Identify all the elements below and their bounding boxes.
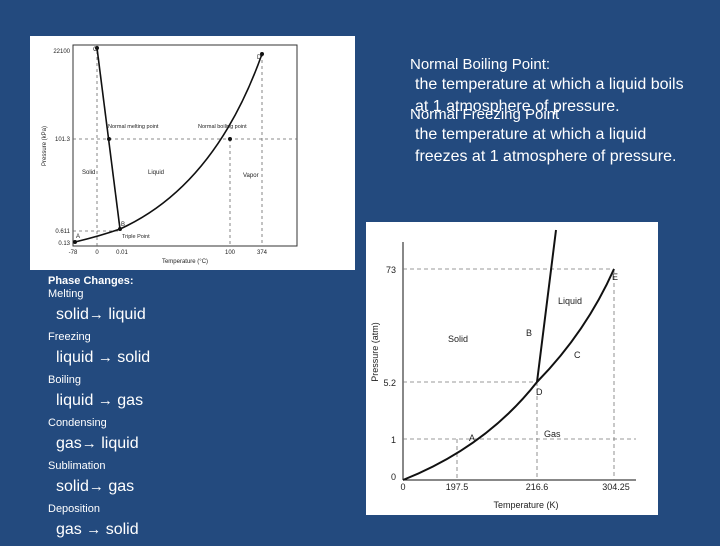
x-tick-374: 374 [257,250,268,256]
boiling-point-text: the temperature at which a liquid boils … [415,76,684,115]
list-item-sublimation: Sublimation solid→ gas [48,460,348,497]
vaporization-curve [119,53,263,230]
region-solid: Solid [82,170,95,176]
arrow-right-icon: → [97,392,113,409]
sublimation-curve [402,381,538,481]
y-tick-0: 0 [391,472,396,482]
y-axis-label: Pressure (atm) [370,322,380,382]
arrow-right-icon: → [97,349,113,366]
list-item-freezing: Freezing liquid → solid [48,331,348,368]
region-gas: Gas [544,429,561,439]
co2-phase-diagram-svg: 73 5.2 1 0 0 197.5 216.6 304.25 Temperat… [370,229,636,510]
region-liquid: Liquid [148,170,164,176]
x-tick-minus78: -78 [69,250,78,256]
phase-changes-list: Phase Changes: Melting solid→ liquid Fre… [48,275,348,546]
sublimation-curve [74,228,121,243]
freezing-point-text: the temperature at which a liquid freeze… [415,126,677,165]
point-b-label: B [526,328,532,338]
phase-change-name: Freezing [48,331,91,343]
phase-change-process: solid→ liquid [56,306,146,323]
arrow-right-icon: → [88,306,104,323]
annotation-melting: Normal melting point [108,124,159,130]
x-tick-0: 0 [400,482,405,492]
x-tick-216-6: 216.6 [526,482,549,492]
co2-phase-diagram: 73 5.2 1 0 0 197.5 216.6 304.25 Temperat… [366,222,658,515]
boiling-point-marker [228,137,232,141]
phase-change-name: Deposition [48,503,100,515]
phase-change-name: Boiling [48,374,82,386]
x-tick-197-5: 197.5 [446,482,469,492]
y-tick-0-611: 0.611 [55,229,70,235]
point-d-marker [260,52,264,56]
vaporization-curve [536,268,615,383]
point-e-label: E [612,272,618,282]
region-solid: Solid [448,334,468,344]
y-tick-5-2: 5.2 [383,378,396,388]
phase-change-process: solid→ gas [56,478,135,495]
phase-change-name: Melting [48,288,84,300]
arrow-right-icon: → [88,478,104,495]
x-tick-100: 100 [225,250,236,256]
x-axis-label: Temperature (°C) [162,259,208,265]
melting-curve [536,229,557,383]
phase-change-process: liquid → gas [56,392,144,409]
water-phase-diagram-svg: 22100 101.3 0.611 0.13 -78 0 0.01 100 37… [42,44,298,265]
y-tick-101-3: 101.3 [55,137,71,143]
x-axis-label: Temperature (K) [493,500,558,510]
point-c-label: C [574,350,581,360]
y-tick-0-13: 0.13 [58,241,70,247]
list-item-deposition: Deposition gas → solid [48,503,348,540]
phase-change-process: gas→ liquid [56,435,139,452]
y-tick-1: 1 [391,435,396,445]
point-d-label: D [536,387,543,397]
point-b-marker [118,227,122,231]
water-phase-diagram: 22100 101.3 0.611 0.13 -78 0 0.01 100 37… [30,36,355,270]
annotation-boiling: Normal boiling point [198,124,247,130]
point-d-label: D [257,55,262,61]
x-tick-304-25: 304.25 [602,482,630,492]
x-tick-0-01: 0.01 [116,250,128,256]
definitions-block: Normal Boiling Point: the temperature at… [410,56,700,168]
x-tick-0: 0 [95,250,99,256]
y-tick-22100: 22100 [53,49,70,55]
region-vapor: Vapor [243,173,259,179]
phase-change-process: gas → solid [56,521,139,538]
list-item-boiling: Boiling liquid → gas [48,374,348,411]
point-c-marker [95,46,99,50]
boiling-point-title: Normal Boiling Point: [410,56,551,73]
arrow-right-icon: → [86,521,102,538]
phase-change-name: Condensing [48,417,107,429]
region-liquid: Liquid [558,296,582,306]
phase-change-name: Sublimation [48,460,106,472]
point-b-label: B [121,222,125,228]
phase-change-process: liquid → solid [56,349,151,366]
arrow-right-icon: → [81,435,97,452]
list-item-melting: Melting solid→ liquid [48,288,348,325]
plot-frame [72,44,298,247]
y-axis-label: Pressure (kPa) [42,126,48,166]
point-c-label: C [93,47,98,53]
freezing-point-title: Normal Freezing Point [410,106,560,123]
melting-point-marker [107,137,111,141]
annotation-triple: Triple Point [122,234,150,240]
point-a-marker [73,240,77,244]
point-a-label: A [469,433,475,443]
y-tick-73: 73 [386,265,396,275]
list-item-condensing: Condensing gas→ liquid [48,417,348,454]
point-a-label: A [76,234,80,240]
phase-changes-title: Phase Changes: [48,275,134,287]
